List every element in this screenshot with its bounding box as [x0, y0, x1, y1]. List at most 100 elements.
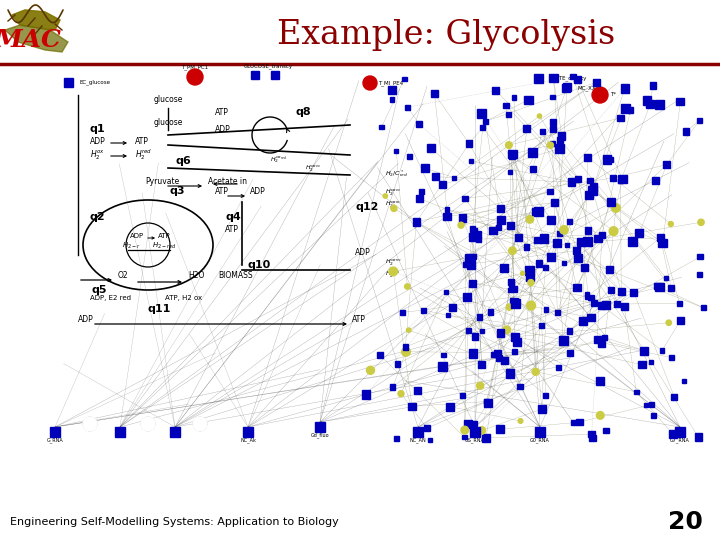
- Bar: [663, 161, 670, 168]
- Bar: [618, 288, 625, 295]
- Bar: [599, 232, 605, 238]
- Bar: [563, 83, 572, 91]
- Bar: [438, 362, 446, 371]
- Bar: [668, 285, 675, 292]
- Text: glucose: glucose: [153, 118, 183, 127]
- Bar: [478, 361, 485, 368]
- Text: ATP: ATP: [225, 225, 239, 234]
- Bar: [534, 237, 541, 244]
- Bar: [474, 231, 480, 239]
- Bar: [628, 237, 636, 246]
- Bar: [465, 253, 474, 262]
- Bar: [477, 314, 482, 320]
- Bar: [614, 301, 620, 307]
- Bar: [395, 148, 398, 153]
- Bar: [696, 118, 702, 124]
- Circle shape: [526, 215, 534, 223]
- Text: EC_glucose: EC_glucose: [80, 79, 111, 85]
- Text: ATP: ATP: [352, 315, 366, 324]
- Bar: [649, 402, 654, 408]
- Text: MAC: MAC: [0, 28, 61, 52]
- Bar: [460, 393, 464, 398]
- Bar: [618, 179, 623, 183]
- Bar: [463, 293, 472, 301]
- Bar: [593, 79, 600, 85]
- Bar: [523, 244, 529, 250]
- Bar: [463, 262, 469, 267]
- Bar: [618, 174, 626, 183]
- Text: q5: q5: [92, 285, 107, 295]
- Bar: [271, 71, 279, 79]
- Bar: [543, 265, 549, 270]
- Text: $H_2^{ox_{rec}}$: $H_2^{ox_{rec}}$: [385, 258, 402, 268]
- Bar: [644, 403, 648, 407]
- Bar: [567, 219, 572, 224]
- Bar: [459, 214, 467, 222]
- Bar: [571, 420, 576, 425]
- Bar: [243, 427, 253, 437]
- Text: q3: q3: [170, 186, 186, 196]
- Text: ADP: ADP: [90, 137, 106, 146]
- Bar: [511, 299, 520, 308]
- Text: Acetate in: Acetate in: [208, 177, 247, 186]
- Bar: [251, 71, 259, 79]
- Bar: [509, 282, 514, 287]
- Bar: [402, 345, 408, 350]
- Bar: [562, 84, 570, 92]
- Bar: [642, 96, 651, 105]
- Circle shape: [193, 417, 207, 431]
- Text: GLUCOSE_transcy: GLUCOSE_transcy: [243, 63, 292, 69]
- Circle shape: [527, 301, 536, 310]
- Bar: [472, 228, 477, 233]
- Bar: [594, 336, 601, 343]
- Bar: [511, 333, 519, 341]
- Circle shape: [518, 418, 523, 423]
- Text: T_PM_PC1: T_PM_PC1: [181, 64, 209, 70]
- Bar: [602, 301, 610, 309]
- Bar: [446, 403, 454, 410]
- Circle shape: [407, 328, 411, 332]
- Text: ATP: ATP: [158, 233, 171, 239]
- Circle shape: [141, 417, 155, 431]
- Bar: [659, 239, 667, 247]
- Bar: [441, 353, 446, 357]
- Bar: [497, 216, 505, 224]
- Bar: [635, 228, 644, 237]
- Text: $H_2^{red}$: $H_2^{red}$: [135, 146, 153, 161]
- Text: $H_{2-r}$: $H_{2-r}$: [122, 241, 140, 251]
- Text: 20: 20: [668, 510, 703, 534]
- Circle shape: [83, 417, 97, 431]
- Circle shape: [559, 226, 568, 234]
- Bar: [115, 427, 125, 437]
- Circle shape: [503, 326, 510, 334]
- Bar: [469, 280, 476, 287]
- Bar: [395, 361, 400, 367]
- Bar: [573, 284, 581, 292]
- Bar: [551, 94, 555, 99]
- Circle shape: [477, 382, 484, 389]
- Text: T_MI_PE4: T_MI_PE4: [378, 80, 403, 86]
- Bar: [413, 427, 423, 437]
- Bar: [535, 427, 545, 437]
- Bar: [416, 122, 422, 127]
- Bar: [584, 154, 591, 160]
- Bar: [574, 254, 582, 262]
- Bar: [480, 125, 485, 130]
- Bar: [617, 114, 624, 122]
- Text: $H_2^{ox_{ac}}$: $H_2^{ox_{ac}}$: [385, 200, 401, 211]
- Bar: [480, 328, 484, 333]
- Text: $H_2^{ox_{ox}}$: $H_2^{ox_{ox}}$: [305, 164, 321, 174]
- Circle shape: [532, 368, 539, 375]
- Bar: [551, 199, 558, 206]
- Bar: [523, 125, 531, 132]
- Bar: [508, 170, 513, 174]
- Bar: [585, 292, 590, 296]
- Text: T*: T*: [610, 92, 616, 98]
- Bar: [408, 402, 416, 410]
- Bar: [558, 132, 565, 140]
- Bar: [587, 178, 593, 184]
- Bar: [413, 387, 420, 394]
- Bar: [549, 73, 557, 82]
- Bar: [462, 196, 467, 201]
- Bar: [588, 314, 595, 321]
